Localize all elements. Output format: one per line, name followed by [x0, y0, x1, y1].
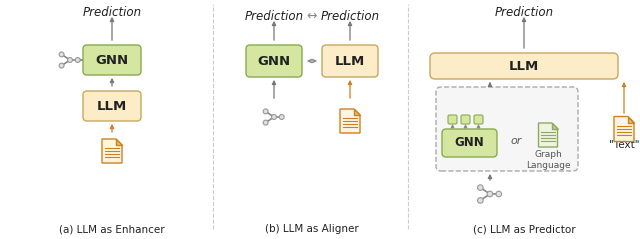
Circle shape — [477, 185, 483, 190]
Polygon shape — [552, 123, 557, 129]
Polygon shape — [628, 116, 634, 123]
Polygon shape — [116, 139, 122, 145]
FancyBboxPatch shape — [322, 45, 378, 77]
Text: Prediction: Prediction — [495, 6, 554, 19]
Text: (b) LLM as Aligner: (b) LLM as Aligner — [265, 224, 359, 234]
Text: LLM: LLM — [335, 54, 365, 67]
FancyBboxPatch shape — [436, 87, 578, 171]
Circle shape — [263, 109, 268, 114]
Text: ↔: ↔ — [307, 10, 317, 23]
Polygon shape — [340, 109, 360, 133]
FancyBboxPatch shape — [83, 91, 141, 121]
Polygon shape — [614, 116, 634, 141]
Circle shape — [59, 52, 64, 57]
Circle shape — [279, 114, 284, 120]
Circle shape — [496, 191, 502, 197]
Text: GNN: GNN — [95, 54, 129, 66]
Circle shape — [59, 63, 64, 68]
Text: or: or — [510, 136, 522, 146]
Text: (c) LLM as Predictor: (c) LLM as Predictor — [473, 224, 575, 234]
Text: Prediction: Prediction — [244, 10, 303, 23]
FancyBboxPatch shape — [448, 115, 457, 124]
Polygon shape — [538, 123, 557, 147]
FancyBboxPatch shape — [430, 53, 618, 79]
Circle shape — [487, 191, 493, 197]
Text: Prediction: Prediction — [321, 10, 380, 23]
Polygon shape — [102, 139, 122, 163]
Text: LLM: LLM — [509, 60, 539, 72]
FancyBboxPatch shape — [442, 129, 497, 157]
Text: (a) LLM as Enhancer: (a) LLM as Enhancer — [59, 224, 165, 234]
Circle shape — [263, 120, 268, 125]
Text: "Text": "Text" — [609, 140, 639, 150]
Circle shape — [76, 58, 80, 62]
FancyBboxPatch shape — [461, 115, 470, 124]
FancyBboxPatch shape — [83, 45, 141, 75]
Text: LLM: LLM — [97, 99, 127, 113]
Circle shape — [68, 58, 72, 62]
FancyBboxPatch shape — [246, 45, 302, 77]
Text: GNN: GNN — [257, 54, 291, 67]
Polygon shape — [354, 109, 360, 115]
Text: GNN: GNN — [454, 136, 484, 150]
Circle shape — [271, 114, 276, 120]
Circle shape — [477, 198, 483, 203]
Text: Prediction: Prediction — [83, 6, 141, 19]
Text: Graph
Language: Graph Language — [525, 150, 570, 170]
FancyBboxPatch shape — [474, 115, 483, 124]
